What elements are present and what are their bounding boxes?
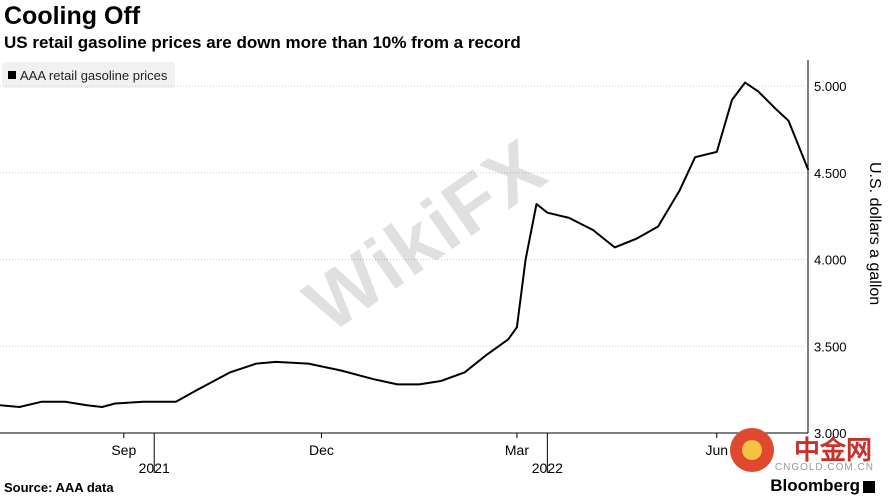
- source-note: Source: AAA data: [4, 480, 114, 495]
- cngold-logo-text: 中金网: [793, 435, 872, 465]
- y-tick-label: 4.500: [814, 166, 847, 181]
- x-tick-label: Jun: [705, 442, 728, 458]
- chart-subtitle: US retail gasoline prices are down more …: [4, 33, 521, 52]
- y-tick-label: 4.000: [814, 253, 847, 268]
- x-tick-label: Mar: [505, 442, 529, 458]
- chart-title: Cooling Off: [4, 2, 141, 30]
- legend-label: AAA retail gasoline prices: [20, 67, 168, 83]
- y-axis-title: U.S. dollars a gallon: [866, 162, 883, 305]
- year-label: 2021: [139, 460, 170, 476]
- y-tick-label: 3.000: [814, 426, 847, 441]
- cngold-logo-inner-icon: [742, 440, 762, 460]
- bloomberg-logo-icon: [863, 481, 875, 493]
- legend: AAA retail gasoline prices: [2, 62, 176, 88]
- year-label: 2022: [532, 460, 563, 476]
- x-tick-label: Dec: [309, 442, 334, 458]
- series-line: [0, 81, 809, 408]
- legend-swatch: [8, 71, 16, 79]
- y-tick-label: 5.000: [814, 79, 847, 94]
- bloomberg-brand: Bloomberg: [770, 476, 860, 495]
- y-tick-label: 3.500: [814, 339, 847, 354]
- cngold-logo-sub: CNGOLD.COM.CN: [774, 462, 874, 473]
- x-tick-label: Sep: [111, 442, 136, 458]
